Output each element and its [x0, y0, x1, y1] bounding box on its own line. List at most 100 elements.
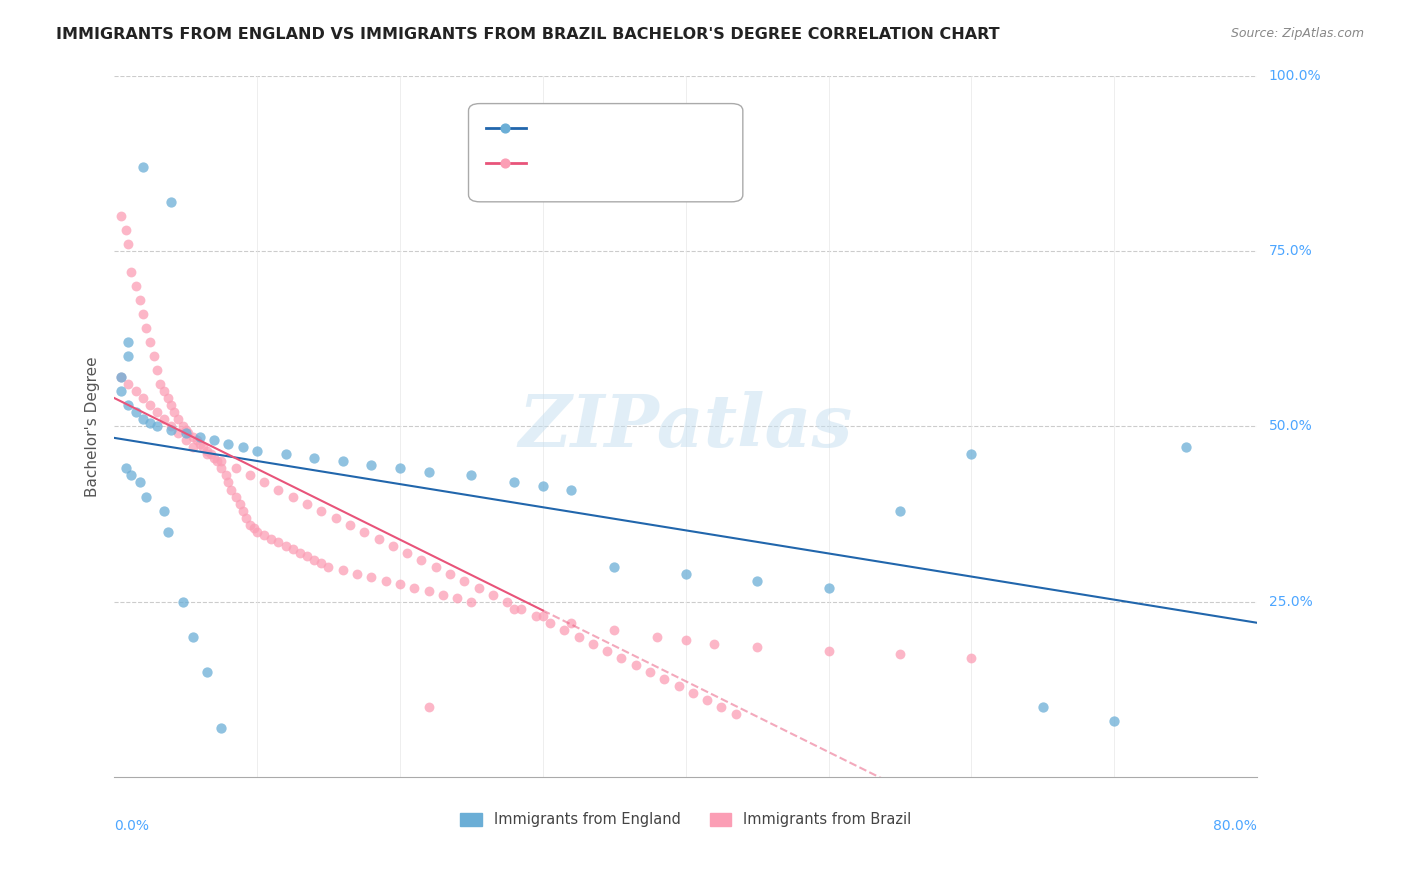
Point: [281, 490, 304, 504]
Point: [209, 454, 232, 468]
Point: [267, 483, 290, 497]
Point: [146, 419, 169, 434]
Point: [153, 384, 176, 399]
Point: [160, 419, 183, 434]
Text: 75.0%: 75.0%: [1268, 244, 1312, 258]
Point: [531, 608, 554, 623]
Point: [110, 370, 132, 384]
Point: [367, 532, 389, 546]
Point: [110, 384, 132, 399]
Point: [160, 423, 183, 437]
Point: [188, 437, 211, 451]
Point: [202, 450, 225, 465]
Point: [181, 430, 204, 444]
Point: [174, 426, 197, 441]
Point: [174, 434, 197, 448]
Point: [360, 570, 382, 584]
Point: [225, 461, 247, 475]
Point: [745, 574, 768, 588]
Point: [560, 615, 582, 630]
Point: [460, 468, 482, 483]
Point: [139, 416, 162, 430]
Point: [332, 454, 354, 468]
Point: [243, 521, 266, 535]
Point: [214, 468, 236, 483]
Point: [603, 559, 626, 574]
Point: [439, 566, 461, 581]
Point: [311, 556, 333, 570]
FancyBboxPatch shape: [468, 103, 742, 202]
Point: [239, 517, 262, 532]
Point: [510, 601, 533, 615]
Point: [710, 700, 733, 714]
Point: [120, 265, 142, 279]
Point: [135, 490, 157, 504]
Point: [153, 503, 176, 517]
Point: [139, 398, 162, 412]
Point: [703, 637, 725, 651]
Point: [1174, 441, 1197, 455]
Point: [110, 209, 132, 223]
Text: 100.0%: 100.0%: [1268, 69, 1322, 83]
Point: [202, 434, 225, 448]
Point: [195, 444, 218, 458]
Point: [596, 644, 619, 658]
Point: [288, 546, 311, 560]
Point: [235, 510, 257, 524]
Point: [191, 441, 214, 455]
Text: R = -0.330  N = 120: R = -0.330 N = 120: [531, 156, 697, 170]
Point: [682, 686, 704, 700]
Point: [418, 700, 440, 714]
Point: [603, 623, 626, 637]
Point: [318, 559, 340, 574]
Point: [114, 461, 136, 475]
Point: [496, 595, 519, 609]
Point: [388, 577, 411, 591]
Point: [160, 398, 183, 412]
Point: [274, 447, 297, 461]
Text: 0.0%: 0.0%: [114, 819, 149, 833]
Point: [157, 524, 180, 539]
Point: [225, 490, 247, 504]
Point: [503, 475, 526, 490]
Point: [124, 279, 146, 293]
Point: [675, 633, 697, 648]
Point: [668, 679, 690, 693]
Point: [218, 437, 240, 451]
Point: [295, 549, 318, 564]
Point: [174, 423, 197, 437]
Point: [302, 450, 325, 465]
Point: [172, 595, 194, 609]
Point: [163, 405, 186, 419]
Point: [374, 574, 396, 588]
Text: 80.0%: 80.0%: [1213, 819, 1257, 833]
Point: [186, 434, 208, 448]
Point: [460, 595, 482, 609]
Point: [132, 307, 155, 321]
Point: [205, 454, 228, 468]
Point: [453, 574, 475, 588]
Point: [209, 461, 232, 475]
Point: [388, 461, 411, 475]
Point: [129, 293, 152, 307]
Point: [132, 412, 155, 426]
Point: [425, 559, 447, 574]
Point: [117, 349, 139, 363]
Point: [132, 160, 155, 174]
Point: [120, 468, 142, 483]
Point: [724, 706, 747, 721]
Point: [149, 377, 172, 392]
Point: [200, 447, 222, 461]
Point: [181, 441, 204, 455]
Point: [960, 447, 983, 461]
Point: [745, 640, 768, 655]
Point: [195, 665, 218, 679]
Point: [592, 156, 614, 170]
Point: [652, 672, 675, 686]
Point: [160, 194, 183, 209]
Point: [124, 405, 146, 419]
Point: [117, 398, 139, 412]
Text: R = -0.088  N =  47: R = -0.088 N = 47: [531, 120, 697, 136]
Point: [1104, 714, 1126, 728]
Point: [139, 335, 162, 350]
